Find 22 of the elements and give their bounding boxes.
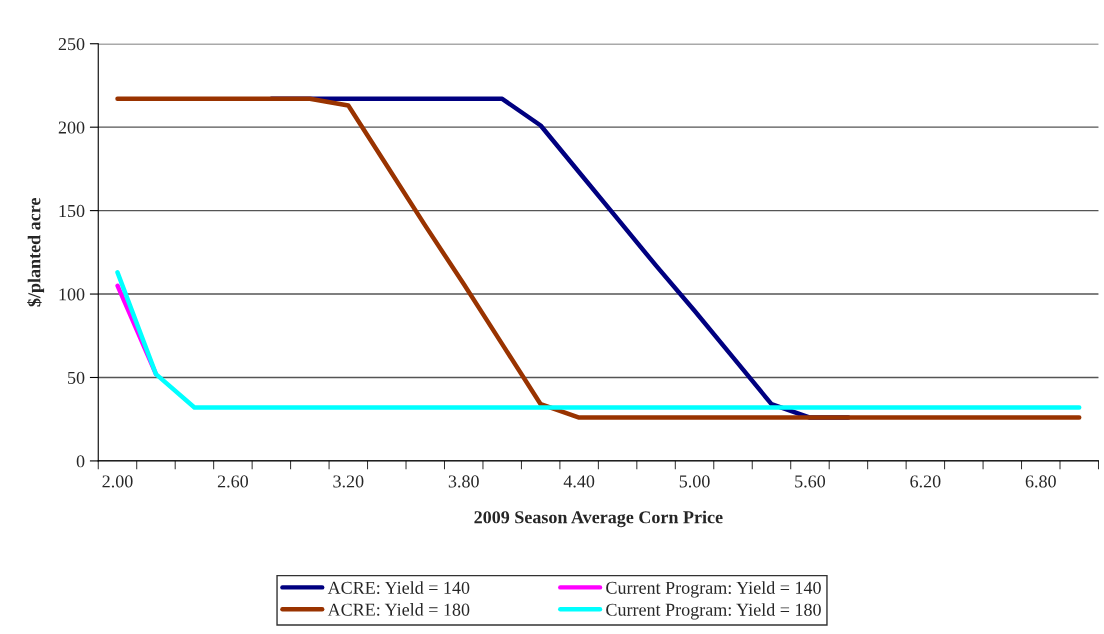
x-tick-label: 6.20: [910, 475, 941, 488]
legend-label: Current Program: Yield = 180: [606, 603, 821, 620]
x-tick-label: 3.20: [333, 475, 364, 488]
y-tick-label: 200: [58, 121, 85, 134]
x-tick-label: 5.60: [795, 475, 826, 488]
x-tick-label: 2.60: [217, 475, 249, 488]
x-tick-label: 6.80: [1025, 475, 1056, 488]
line-series: [115, 96, 1082, 420]
y-tick-label: 0: [76, 455, 85, 468]
y-tick-label: 50: [68, 371, 85, 384]
y-tick-label: 250: [58, 38, 85, 51]
x-axis-title: 2009 Season Average Corn Price: [474, 510, 723, 528]
x-tick-label: 5.00: [679, 475, 710, 488]
legend-label: ACRE: Yield = 180: [327, 603, 470, 616]
legend-label: ACRE: Yield = 140: [327, 581, 470, 594]
y-tick-label: 100: [59, 288, 85, 301]
x-tick-label: 3.80: [448, 475, 479, 488]
x-tick-label: 2.00: [102, 475, 133, 488]
legend-label: Current Program: Yield = 140: [606, 581, 821, 598]
y-tick-label: 150: [59, 204, 85, 218]
y-axis-title: $/planted acre: [27, 198, 45, 307]
x-tick-label: 4.40: [563, 475, 595, 488]
